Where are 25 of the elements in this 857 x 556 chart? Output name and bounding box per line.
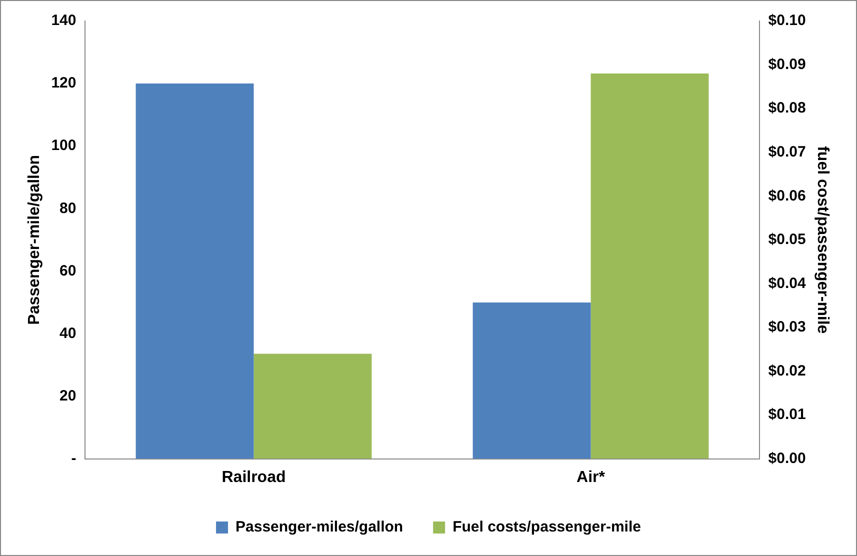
y-tick-label: 40	[60, 324, 76, 342]
y-tick-label: 20	[60, 387, 76, 404]
y2-tick-label: $0.05	[768, 231, 806, 248]
y2-tick-label: $0.01	[768, 406, 806, 424]
y2-tick-label: $0.07	[768, 143, 806, 160]
y2-tick-label: $0.06	[768, 187, 806, 204]
y-tick-label: 100	[51, 137, 76, 154]
y-tick-label: -	[71, 450, 76, 467]
x-tick-label: Railroad	[222, 468, 286, 486]
x-tick-label: Air*	[576, 468, 606, 486]
y2-tick-label: $0.03	[768, 318, 806, 336]
y-tick-label: 140	[51, 12, 76, 30]
y-tick-label: 80	[60, 200, 76, 217]
legend-label: Passenger-miles/gallon	[236, 518, 404, 536]
y2-axis-title: fuel cost/passenger-mile	[814, 146, 831, 334]
y2-tick-label: $0.10	[768, 12, 806, 30]
y-tick-label: 60	[60, 262, 76, 280]
legend-label: Fuel costs/passenger-mile	[452, 518, 641, 536]
y2-tick-label: $0.02	[768, 362, 806, 380]
y-axis-title: Passenger-mile/gallon	[26, 154, 44, 325]
y2-tick-label: $0.00	[768, 450, 806, 467]
y2-tick-label: $0.09	[768, 56, 806, 73]
y2-tick-label: $0.08	[768, 100, 806, 117]
y2-tick-label: $0.04	[768, 274, 806, 292]
y-tick-label: 120	[51, 74, 76, 92]
